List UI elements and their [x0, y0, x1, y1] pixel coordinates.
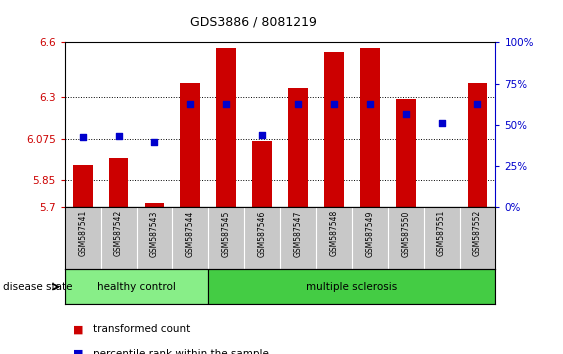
Text: GSM587542: GSM587542 — [114, 210, 123, 256]
Point — [329, 101, 338, 107]
Bar — [181, 83, 200, 207]
Text: GDS3886 / 8081219: GDS3886 / 8081219 — [190, 16, 317, 29]
Bar — [65, 269, 208, 304]
Bar — [73, 165, 92, 207]
Point — [78, 134, 87, 139]
Text: ■: ■ — [73, 324, 84, 334]
Bar — [288, 88, 308, 207]
Text: GSM587548: GSM587548 — [329, 210, 338, 256]
Bar — [109, 158, 128, 207]
Text: GSM587541: GSM587541 — [78, 210, 87, 256]
Text: ■: ■ — [73, 349, 84, 354]
Text: healthy control: healthy control — [97, 282, 176, 292]
Text: GSM587551: GSM587551 — [437, 210, 446, 256]
Bar — [145, 204, 164, 207]
Point — [150, 139, 159, 145]
Text: GSM587552: GSM587552 — [473, 210, 482, 256]
Text: GSM587543: GSM587543 — [150, 210, 159, 257]
Text: GSM587547: GSM587547 — [293, 210, 302, 257]
Bar — [208, 269, 495, 304]
Bar — [324, 52, 344, 207]
Text: GSM587546: GSM587546 — [258, 210, 267, 257]
Point — [258, 132, 267, 138]
Text: transformed count: transformed count — [93, 324, 190, 334]
Point — [293, 101, 302, 107]
Bar — [252, 141, 272, 207]
Text: multiple sclerosis: multiple sclerosis — [306, 282, 397, 292]
Text: GSM587549: GSM587549 — [365, 210, 374, 257]
Text: percentile rank within the sample: percentile rank within the sample — [93, 349, 269, 354]
Point — [186, 101, 195, 107]
Point — [473, 101, 482, 107]
Bar — [396, 99, 415, 207]
Text: GSM587544: GSM587544 — [186, 210, 195, 257]
Point — [365, 101, 374, 107]
Bar — [216, 48, 236, 207]
Text: GSM587545: GSM587545 — [222, 210, 231, 257]
Bar — [468, 83, 488, 207]
Point — [114, 133, 123, 139]
Bar — [360, 48, 379, 207]
Text: GSM587550: GSM587550 — [401, 210, 410, 257]
Point — [222, 101, 231, 107]
Text: disease state: disease state — [3, 282, 72, 292]
Point — [437, 120, 446, 126]
Point — [401, 111, 410, 117]
